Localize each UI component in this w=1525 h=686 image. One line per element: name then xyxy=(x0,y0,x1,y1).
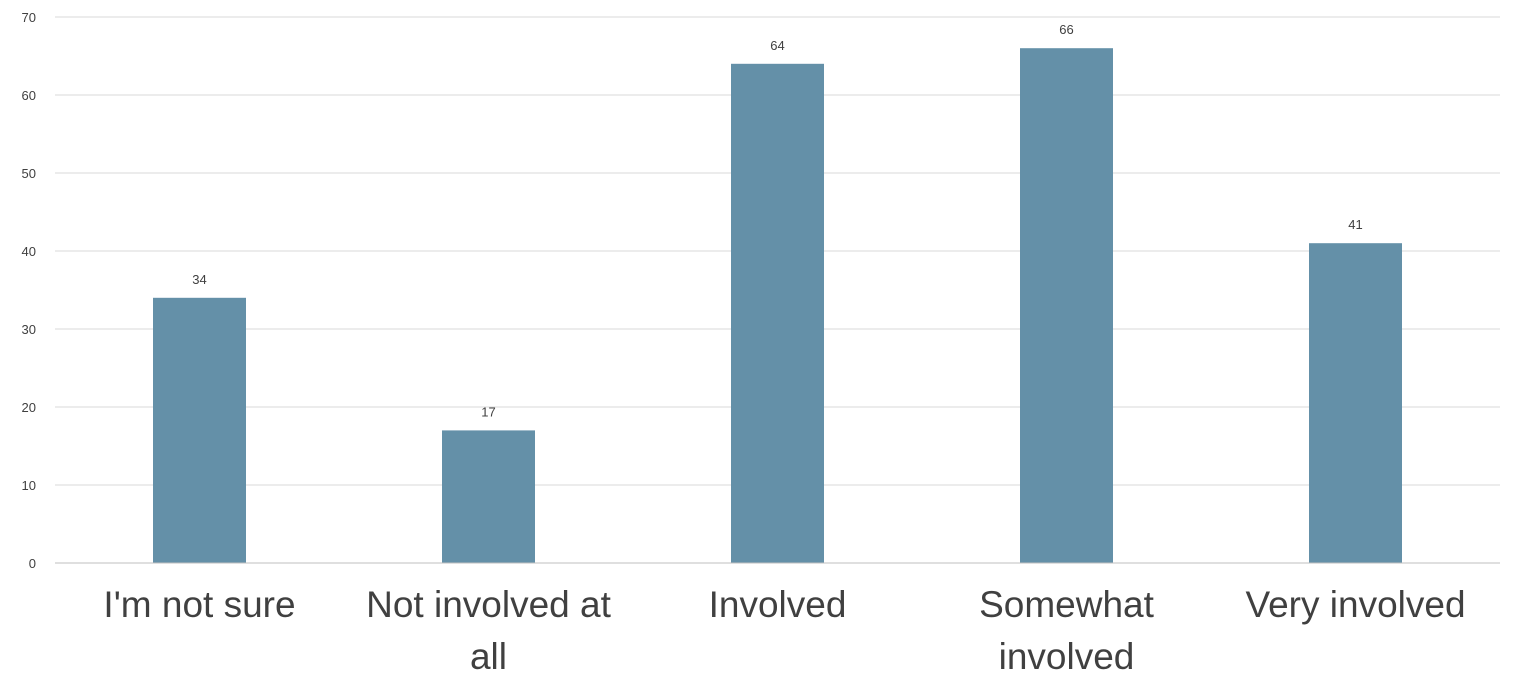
data-labels: 34 17 64 66 41 xyxy=(192,22,1362,419)
y-tick-label: 30 xyxy=(22,322,36,337)
y-tick-label: 70 xyxy=(22,10,36,25)
category-label: Very involved xyxy=(1245,584,1465,625)
y-tick-label: 50 xyxy=(22,166,36,181)
data-label: 17 xyxy=(481,404,495,419)
data-label: 41 xyxy=(1348,217,1362,232)
y-tick-label: 40 xyxy=(22,244,36,259)
y-axis-ticks: 0 10 20 30 40 50 60 70 xyxy=(22,10,36,571)
data-label: 34 xyxy=(192,272,206,287)
bars xyxy=(153,48,1402,564)
bar xyxy=(1309,243,1402,563)
y-tick-label: 60 xyxy=(22,88,36,103)
category-label: I'm not sure xyxy=(103,584,295,625)
y-tick-label: 10 xyxy=(22,478,36,493)
bar xyxy=(442,430,535,563)
y-tick-label: 20 xyxy=(22,400,36,415)
category-label: Not involved at all xyxy=(366,584,611,677)
data-label: 64 xyxy=(770,38,784,53)
category-label: Involved xyxy=(709,584,847,625)
category-labels: I'm not sure Not involved at all Involved So… xyxy=(103,584,1465,677)
bar xyxy=(731,63,824,564)
y-tick-label: 0 xyxy=(29,556,36,571)
bar xyxy=(1020,48,1113,563)
bar xyxy=(153,297,246,563)
data-label: 66 xyxy=(1059,22,1073,37)
category-label: Somewhat involved xyxy=(979,584,1155,677)
